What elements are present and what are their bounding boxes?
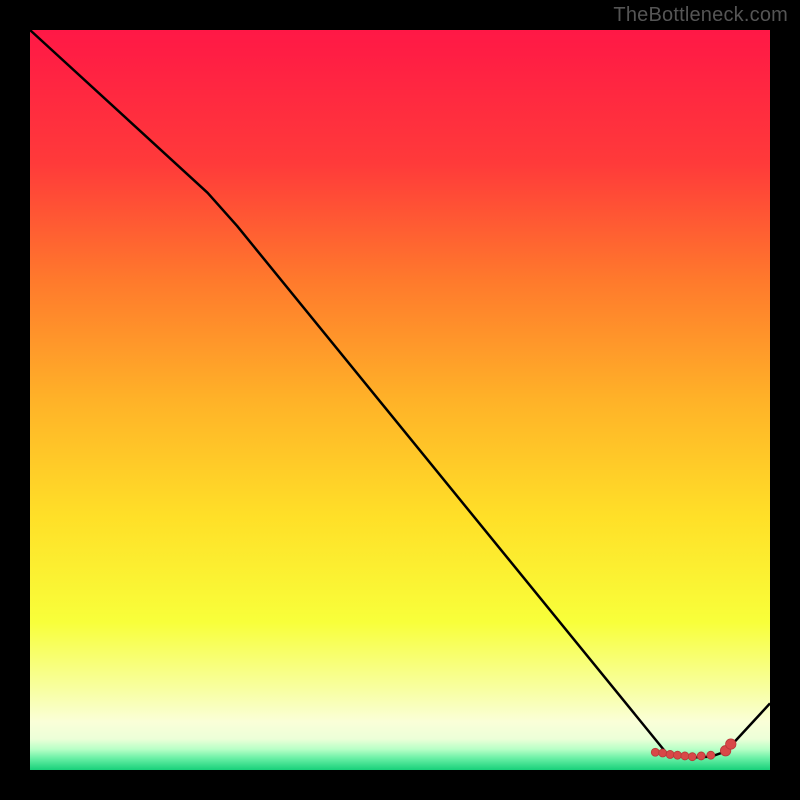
optimal-marker [726,739,736,749]
chart-svg [0,0,800,800]
watermark-text: TheBottleneck.com [613,4,788,27]
optimal-marker [697,752,705,760]
optimal-marker [666,750,674,758]
optimal-marker [674,751,682,759]
optimal-marker [707,751,715,759]
optimal-marker [688,753,696,761]
chart-container: TheBottleneck.com [0,0,800,800]
optimal-marker [681,752,689,760]
chart-gradient-background [30,30,770,770]
optimal-marker [659,749,667,757]
optimal-marker [651,748,659,756]
